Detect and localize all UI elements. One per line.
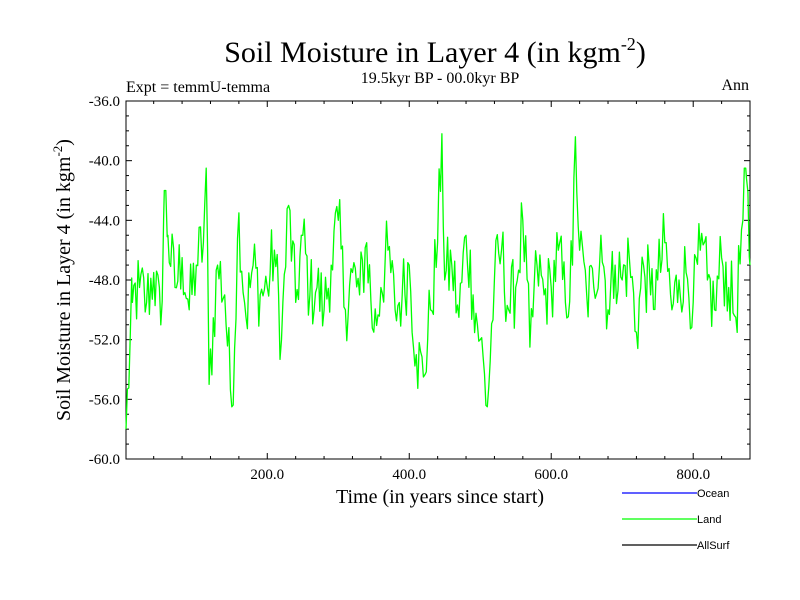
y-tick-label: -44.0 [89, 213, 120, 229]
x-tick-label: 200.0 [250, 467, 284, 483]
chart-title: Soil Moisture in Layer 4 (in kgm-2) [224, 34, 646, 69]
y-tick-label: -60.0 [89, 452, 120, 468]
y-axis-label: Soil Moisture in Layer 4 (in kgm-2) [50, 139, 75, 421]
y-axis: -60.0 -56.0 -52.0 -48.0 -44.0 -40.0 -36.0 [89, 94, 750, 468]
experiment-label: Expt = temmU-temma [126, 79, 270, 96]
y-tick-label: -48.0 [89, 273, 120, 289]
x-axis-label: Time (in years since start) [336, 486, 544, 508]
x-tick-label: 800.0 [676, 467, 710, 483]
series-layer [125, 133, 751, 430]
x-tick-label: 600.0 [534, 467, 568, 483]
y-tick-label: -40.0 [89, 154, 120, 170]
legend-label-land: Land [697, 514, 721, 526]
legend: Ocean Land AllSurf [622, 488, 730, 552]
series-line-land [125, 133, 751, 430]
legend-label-ocean: Ocean [697, 488, 729, 500]
y-tick-label: -56.0 [89, 392, 120, 408]
legend-label-allsurf: AllSurf [697, 540, 730, 552]
period-label: 19.5kyr BP - 00.0kyr BP [361, 70, 520, 87]
y-tick-label: -52.0 [89, 333, 120, 349]
x-axis: 200.0 400.0 600.0 800.0 [153, 101, 751, 483]
season-label: Ann [721, 77, 749, 94]
x-tick-label: 400.0 [392, 467, 426, 483]
y-tick-label: -36.0 [89, 94, 120, 110]
